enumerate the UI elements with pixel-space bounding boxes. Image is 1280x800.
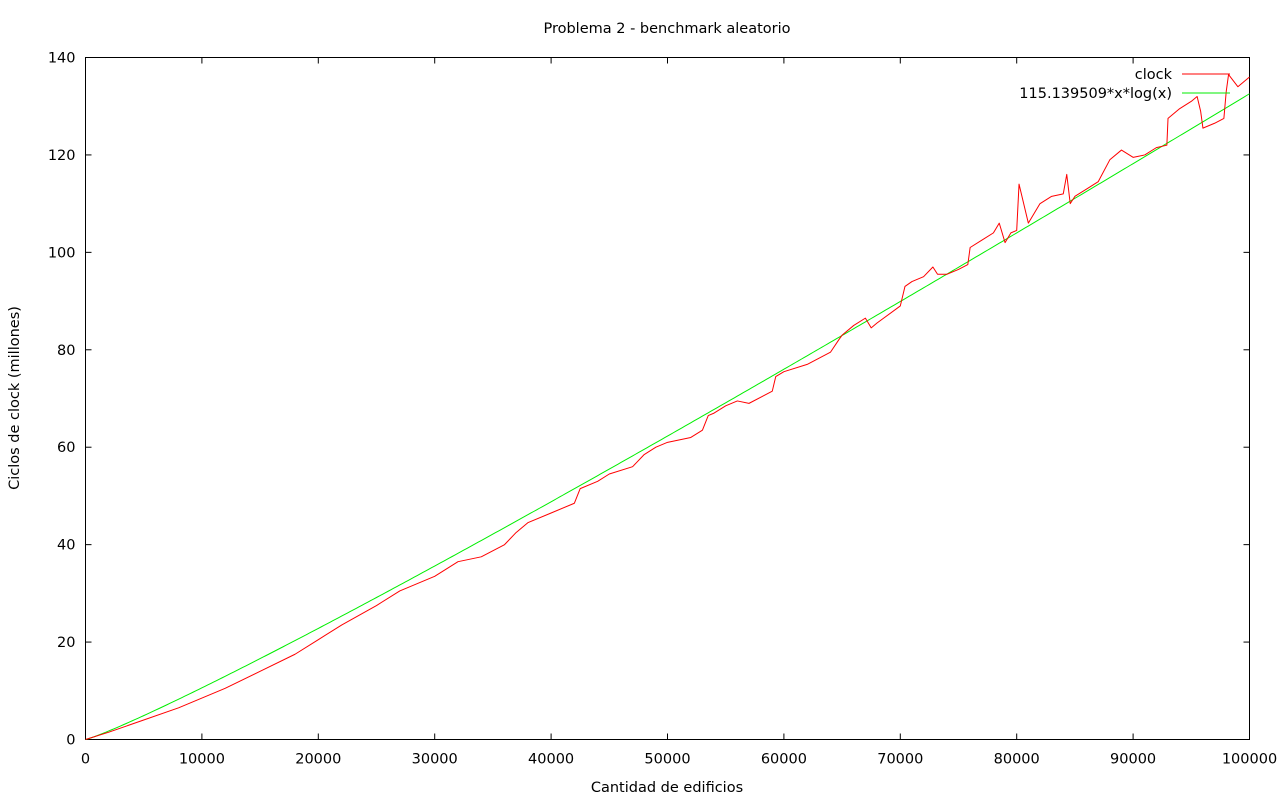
y-tick-label: 0: [66, 733, 75, 749]
y-tick-label: 120: [48, 148, 76, 164]
y-tick-label: 80: [57, 343, 75, 359]
y-tick-label: 60: [57, 440, 75, 456]
legend-label-function: 115.139509*x*log(x): [1019, 86, 1172, 102]
x-tick-label: 40000: [528, 752, 574, 768]
x-tick-label: 90000: [1110, 752, 1156, 768]
x-tick-label: 100000: [1222, 752, 1277, 768]
plot-area: [85, 57, 1250, 740]
series-line-clock: [85, 74, 1250, 740]
x-tick-label: 70000: [877, 752, 923, 768]
x-tick-label: 0: [81, 752, 90, 768]
series-line-function: [85, 93, 1250, 740]
x-tick-label: 10000: [179, 752, 225, 768]
y-axis-label: Ciclos de clock (millones): [7, 306, 23, 490]
x-tick-label: 30000: [412, 752, 458, 768]
legend-label-clock: clock: [1135, 67, 1173, 83]
series-layer: [85, 74, 1250, 740]
chart-title: Problema 2 - benchmark aleatorio: [543, 21, 790, 37]
legend: clock 115.139509*x*log(x): [1019, 67, 1230, 102]
x-tick-label: 80000: [994, 752, 1040, 768]
x-tick-label: 50000: [644, 752, 690, 768]
x-tick-label: 20000: [295, 752, 341, 768]
y-tick-label: 40: [57, 538, 75, 554]
y-tick-label: 100: [48, 245, 76, 261]
plot-frame: [85, 57, 1250, 740]
y-axis: 0 20 40 60 80 100 120 140: [48, 51, 1250, 749]
y-tick-label: 20: [57, 635, 75, 651]
x-axis: 0 10000 20000 30000 40000 50000 60000 70000 8000…: [81, 57, 1277, 768]
y-tick-label: 140: [48, 51, 76, 67]
x-tick-label: 60000: [761, 752, 807, 768]
x-axis-label: Cantidad de edificios: [591, 780, 743, 796]
